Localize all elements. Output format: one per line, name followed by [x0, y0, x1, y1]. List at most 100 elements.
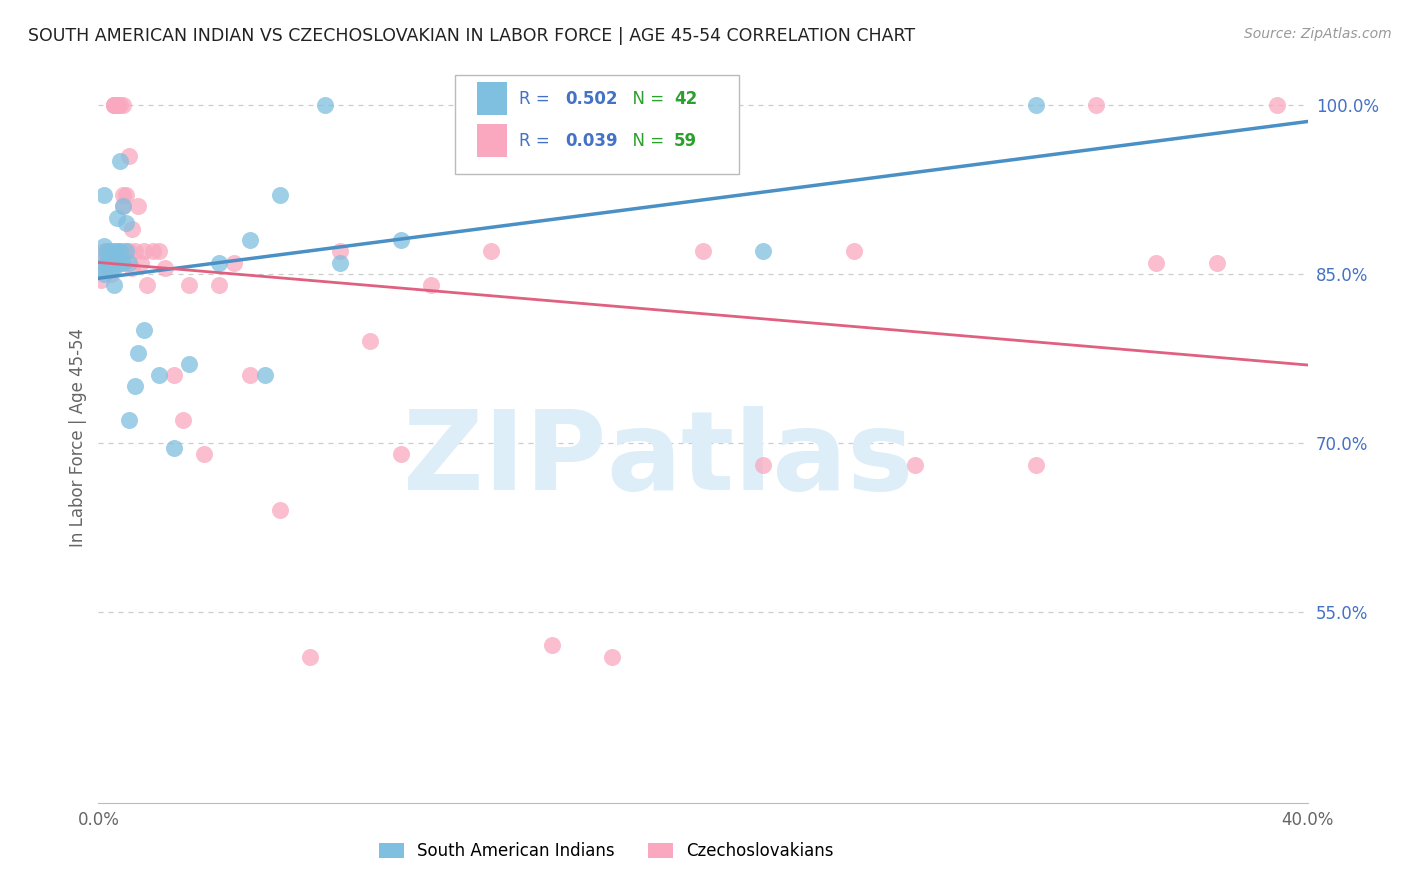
Point [114, 216, 136, 230]
Point [208, 255, 231, 269]
Point [96, 244, 118, 259]
Point [111, 98, 134, 112]
Point [103, 244, 125, 259]
Point [100, 253, 122, 268]
Point [103, 261, 125, 276]
Point [103, 255, 125, 269]
Point [752, 458, 775, 473]
Point [103, 278, 125, 293]
Point [90, 272, 112, 286]
Point [108, 98, 131, 112]
Point [153, 261, 176, 276]
Point [844, 244, 866, 259]
Point [118, 413, 141, 427]
Point [105, 244, 128, 259]
Text: Source: ZipAtlas.com: Source: ZipAtlas.com [1244, 27, 1392, 41]
Point [96, 244, 118, 259]
Point [124, 379, 146, 393]
Point [360, 334, 382, 349]
Point [193, 447, 215, 461]
Point [389, 233, 412, 247]
Point [269, 503, 291, 517]
Point [105, 98, 128, 112]
Point [148, 244, 170, 259]
Text: N =: N = [621, 89, 669, 108]
Point [90, 255, 112, 269]
Point [1144, 255, 1167, 269]
Point [172, 413, 194, 427]
Text: 59: 59 [673, 132, 697, 150]
Point [904, 458, 927, 473]
Text: R =: R = [519, 89, 555, 108]
Point [93, 267, 115, 281]
Point [253, 368, 276, 383]
Point [111, 255, 134, 269]
Point [103, 98, 125, 112]
Text: N =: N = [621, 132, 669, 150]
Point [329, 255, 352, 269]
Point [208, 278, 231, 293]
Point [299, 649, 322, 664]
Point [127, 199, 149, 213]
Point [1024, 458, 1046, 473]
Y-axis label: In Labor Force | Age 45-54: In Labor Force | Age 45-54 [69, 327, 87, 547]
Point [239, 368, 262, 383]
FancyBboxPatch shape [456, 75, 740, 174]
Point [135, 278, 157, 293]
FancyBboxPatch shape [477, 82, 508, 115]
Point [96, 255, 118, 269]
Point [481, 244, 503, 259]
Point [124, 244, 146, 259]
Point [179, 357, 201, 371]
Point [105, 98, 128, 112]
Point [108, 244, 131, 259]
Point [100, 267, 122, 281]
Point [93, 261, 115, 276]
Point [114, 244, 136, 259]
Text: 0.502: 0.502 [565, 89, 617, 108]
Point [114, 188, 136, 202]
Text: R =: R = [519, 132, 555, 150]
Point [96, 258, 118, 272]
Point [105, 255, 128, 269]
Point [540, 638, 562, 652]
Point [90, 261, 112, 276]
Point [118, 255, 141, 269]
Text: SOUTH AMERICAN INDIAN VS CZECHOSLOVAKIAN IN LABOR FORCE | AGE 45-54 CORRELATION : SOUTH AMERICAN INDIAN VS CZECHOSLOVAKIAN… [28, 27, 915, 45]
Point [239, 233, 262, 247]
Point [105, 211, 128, 225]
Point [108, 255, 131, 269]
Point [121, 222, 143, 236]
Legend: South American Indians, Czechoslovakians: South American Indians, Czechoslovakians [378, 842, 834, 860]
Point [179, 278, 201, 293]
Point [314, 98, 336, 112]
Point [100, 261, 122, 276]
Point [100, 244, 122, 259]
Point [96, 255, 118, 269]
Point [1024, 98, 1046, 112]
Point [142, 244, 165, 259]
Point [118, 149, 141, 163]
Point [100, 258, 122, 272]
Point [1267, 98, 1289, 112]
Point [224, 255, 246, 269]
Point [163, 442, 186, 456]
Point [163, 368, 186, 383]
Point [93, 239, 115, 253]
Point [111, 199, 134, 213]
Point [420, 278, 443, 293]
FancyBboxPatch shape [477, 124, 508, 157]
Point [114, 244, 136, 259]
Point [132, 323, 155, 337]
Point [100, 255, 122, 269]
Point [93, 188, 115, 202]
Point [103, 98, 125, 112]
Point [602, 649, 624, 664]
Point [148, 368, 170, 383]
Point [111, 188, 134, 202]
Point [1206, 255, 1229, 269]
Text: 42: 42 [673, 89, 697, 108]
Point [90, 253, 112, 268]
Point [103, 98, 125, 112]
Point [96, 261, 118, 276]
